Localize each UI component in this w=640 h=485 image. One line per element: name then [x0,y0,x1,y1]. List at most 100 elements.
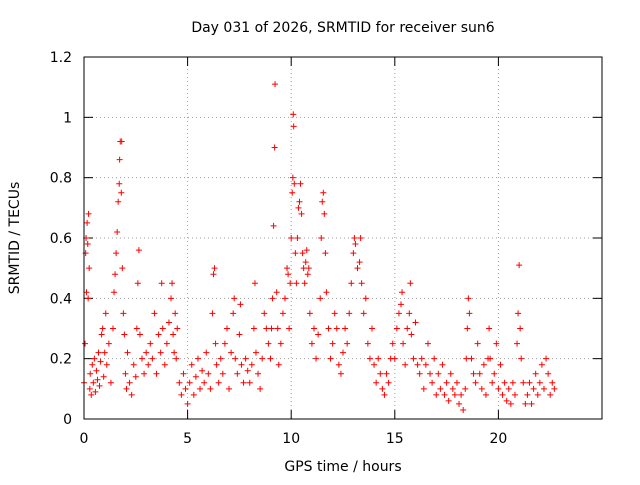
data-point [281,295,288,302]
data-point [118,138,125,145]
data-point [105,340,112,347]
data-point [289,189,296,196]
data-point [251,280,258,287]
data-point [223,325,230,332]
data-point [122,370,129,377]
data-point [111,289,118,296]
data-point [458,391,465,398]
data-point [231,295,238,302]
data-point [308,340,315,347]
data-point [120,310,127,317]
data-point [451,391,458,398]
data-point [246,379,253,386]
data-point [310,325,317,332]
data-point [335,361,342,368]
data-point [288,235,295,241]
data-point [287,280,294,287]
data-point [99,325,106,332]
data-point [509,379,516,386]
data-point [110,325,117,332]
data-point [422,361,429,368]
data-point [210,271,217,278]
data-point [250,325,257,332]
data-point [346,310,353,317]
data-point [427,370,434,377]
data-point [407,280,414,287]
data-point [90,379,97,386]
x-axis-label: GPS time / hours [284,459,401,475]
data-point [331,310,338,317]
data-point [252,349,259,356]
data-point [549,379,556,386]
data-point [373,379,380,386]
y-tick-label: 1.2 [50,50,72,66]
data-point [113,250,120,257]
data-point [433,391,440,398]
data-point [501,379,508,386]
data-point [439,361,446,368]
data-point [511,391,518,398]
data-point [333,325,340,332]
data-point [157,349,164,356]
data-point [277,340,284,347]
data-point [147,340,154,347]
data-point [228,349,235,356]
data-point [91,355,98,362]
data-point [212,340,219,347]
data-point [263,325,270,332]
data-point [304,271,311,278]
data-point [487,355,494,362]
data-point [536,379,543,386]
data-point [100,373,107,380]
data-point [255,370,262,377]
data-point [463,355,470,362]
data-point [520,379,527,386]
data-point [408,331,415,338]
data-point [303,247,310,254]
data-point [205,370,212,377]
data-point [317,295,324,302]
data-point [132,373,139,380]
data-point [505,385,512,392]
data-point [226,385,233,392]
data-point [192,373,199,380]
data-point [300,265,307,272]
data-point [431,355,438,362]
data-point [135,247,142,254]
data-point [429,379,436,386]
data-point [540,385,547,392]
data-point [360,310,367,317]
y-tick-label: 0.2 [50,352,72,368]
data-point [466,310,473,317]
data-point [274,325,281,332]
data-point [528,400,535,407]
data-point [420,385,427,392]
data-point [322,250,329,257]
data-point [435,370,442,377]
data-point [534,391,541,398]
data-point [337,370,344,377]
data-point [248,361,255,368]
data-point [290,123,297,130]
data-point [199,367,206,374]
data-point [486,325,493,332]
data-point [273,289,280,296]
data-point [170,331,177,338]
data-point [88,391,95,398]
data-point [190,391,197,398]
data-point [161,361,168,368]
data-point [219,370,226,377]
data-point [84,219,91,226]
data-point [545,370,552,377]
data-point [538,361,545,368]
data-point [416,370,423,377]
data-point [126,379,133,386]
data-point [489,379,496,386]
x-tick-label: 15 [386,431,404,447]
data-point [406,310,413,317]
data-point [155,331,162,338]
y-axis-label: SRMTID / TECUs [7,182,23,295]
data-point [412,319,419,326]
data-point [468,355,475,362]
